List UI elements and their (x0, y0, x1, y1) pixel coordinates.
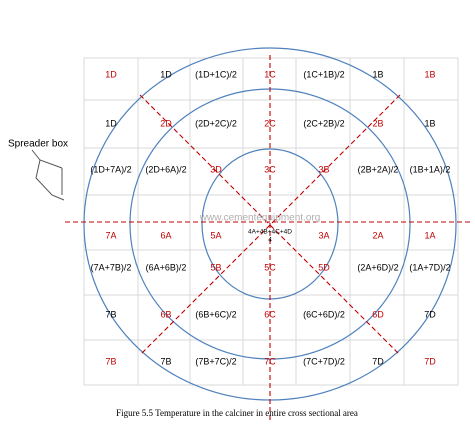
cell-label: 7D (372, 356, 384, 366)
cell-label: 2C (264, 118, 276, 128)
cell-label: (1D+1C)/2 (195, 69, 237, 79)
cell-label: 4A+4B+4C+4D (248, 229, 292, 236)
cell-label: 1B (372, 69, 383, 79)
cell-label: (6B+6C)/2 (195, 309, 236, 319)
cell-label: (2A+6D)/2 (357, 262, 398, 272)
cell-label: 6A (160, 230, 171, 240)
cell-label: 5C (264, 262, 276, 272)
cell-label: 6C (264, 309, 276, 319)
cell-label: (1A+7D)/2 (409, 262, 450, 272)
spreader-box-pointer (31, 149, 65, 201)
caption: Figure 5.5 Temperature in the calciner i… (116, 408, 358, 418)
cell-label: 3B (318, 164, 329, 174)
cell-label: (7C+7D)/2 (303, 356, 345, 366)
cell-label: 7B (160, 356, 171, 366)
diagonal (139, 94, 401, 356)
cell-label: (2C+2B)/2 (303, 118, 344, 128)
cell-label: 1C (264, 69, 276, 79)
cell-label: 7B (105, 356, 116, 366)
cell-label: (2D+2C)/2 (195, 118, 237, 128)
cells: 1D 1D (1D+1C)/2 1C (1C+1B)/2 1B 1B 1D 2D (2D+2C)/… (90, 69, 450, 366)
cell-label: (1B+1A)/2 (410, 164, 451, 174)
cell-label: 5D (318, 262, 330, 272)
diagonal (139, 94, 401, 356)
cell-label: (6C+6D)/2 (303, 309, 345, 319)
cell-label: 2D (160, 118, 172, 128)
axes (65, 55, 470, 420)
cell-label: 1B (424, 118, 435, 128)
watermark: www.cementequipment.org (199, 213, 321, 224)
cell-label: 5B (210, 262, 221, 272)
cell-label: 7B (105, 309, 116, 319)
cell-label: 3A (318, 230, 329, 240)
annotation: Spreader box (8, 139, 68, 150)
cell-label: 7D (424, 309, 436, 319)
center-sub: 4 (268, 237, 272, 244)
cell-label: (7A+7B)/2 (91, 262, 132, 272)
cell-label: 1A (424, 230, 435, 240)
cell-label: 3D (210, 164, 222, 174)
cell-label: 2B (372, 118, 383, 128)
cell-label: 6D (372, 309, 384, 319)
cell-label: 7C (264, 356, 276, 366)
cell-label: (2D+6A)/2 (145, 164, 186, 174)
cell-label: (6A+6B)/2 (146, 262, 187, 272)
cell-label: 2A (372, 230, 383, 240)
cell-label: 1D (105, 118, 117, 128)
cell-label: 3C (264, 164, 276, 174)
cell-label: 6B (160, 309, 171, 319)
cell-label: 7A (105, 230, 116, 240)
cell-label: 1D (160, 69, 172, 79)
cell-label: (2B+2A)/2 (358, 164, 399, 174)
cell-label: (1C+1B)/2 (303, 69, 344, 79)
cell-label: 1B (424, 69, 435, 79)
cell-label: 5A (210, 230, 221, 240)
cell-label: 7D (424, 356, 436, 366)
cell-label: (1D+7A)/2 (90, 164, 131, 174)
cell-label: (7B+7C)/2 (195, 356, 236, 366)
cell-label: 1D (105, 69, 117, 79)
